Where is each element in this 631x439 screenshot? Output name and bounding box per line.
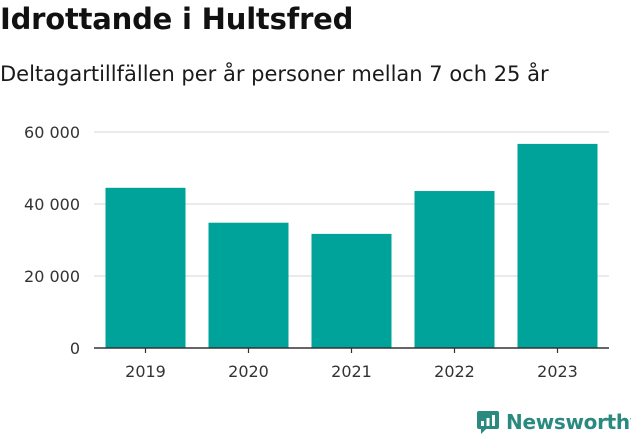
- bar-chart: 0 20 000 40 000 60 000 2019 2020 2021 2022 2023: [24, 123, 609, 381]
- y-tick-label: 60 000: [24, 123, 80, 142]
- y-tick-label: 40 000: [24, 195, 80, 214]
- newsworthy-brand: Newsworthy: [476, 408, 631, 436]
- x-tick-label: 2023: [537, 362, 578, 381]
- x-tick-label: 2020: [228, 362, 269, 381]
- bar-2023: [517, 143, 598, 348]
- y-tick-label: 0: [70, 339, 80, 358]
- bar-2022: [414, 191, 495, 348]
- chart-subtitle: Deltagartillfällen per år personer mella…: [0, 62, 549, 86]
- x-tick-label: 2022: [434, 362, 475, 381]
- x-tick-label: 2019: [125, 362, 166, 381]
- x-tick-label: 2021: [331, 362, 372, 381]
- newsworthy-logo-icon: [477, 411, 499, 434]
- brand-name: Newsworthy: [506, 410, 631, 434]
- y-tick-label: 20 000: [24, 267, 80, 286]
- bar-2021: [311, 233, 392, 348]
- bar-2020: [208, 222, 289, 348]
- chart-title: Idrottande i Hultsfred: [0, 2, 354, 36]
- bar-2019: [105, 187, 186, 348]
